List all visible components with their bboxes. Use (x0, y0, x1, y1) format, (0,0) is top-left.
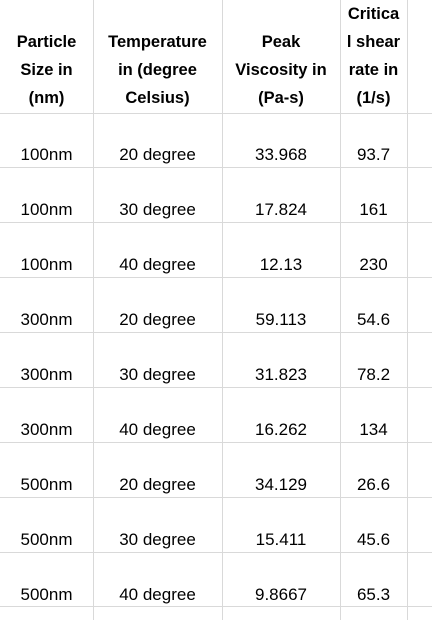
cell-temperature[interactable]: 30 degree (119, 530, 196, 549)
row-divider (0, 113, 432, 114)
row-divider (0, 497, 432, 498)
cell-temperature[interactable]: 30 degree (119, 365, 196, 384)
cell-temperature[interactable]: 20 degree (119, 475, 196, 494)
cell-critical-shear-rate[interactable]: 65.3 (356, 585, 391, 604)
cell-peak-viscosity[interactable]: 9.8667 (255, 585, 307, 604)
cell-peak-viscosity[interactable]: 34.129 (255, 475, 307, 494)
row-divider (0, 552, 432, 553)
column-divider (340, 0, 341, 620)
cell-particle-size[interactable]: 300nm (20, 310, 73, 329)
column-divider (93, 0, 94, 620)
header-temperature[interactable]: Temperature in (degree Celsius) (108, 33, 207, 107)
header-particle-size[interactable]: Particle Size in (nm) (16, 33, 77, 107)
cell-peak-viscosity[interactable]: 31.823 (255, 365, 307, 384)
cell-peak-viscosity[interactable]: 12.13 (259, 255, 303, 274)
row-divider (0, 167, 432, 168)
row-divider (0, 442, 432, 443)
cell-critical-shear-rate[interactable]: 161 (359, 200, 388, 219)
cell-critical-shear-rate[interactable]: 26.6 (356, 475, 391, 494)
column-divider (407, 0, 408, 620)
row-divider (0, 222, 432, 223)
cell-peak-viscosity[interactable]: 17.824 (255, 200, 307, 219)
cell-peak-viscosity[interactable]: 15.411 (255, 530, 307, 549)
cell-particle-size[interactable]: 500nm (20, 530, 73, 549)
cell-particle-size[interactable]: 500nm (20, 585, 73, 604)
cell-particle-size[interactable]: 100nm (20, 145, 73, 164)
cell-critical-shear-rate[interactable]: 93.7 (356, 145, 391, 164)
cell-critical-shear-rate[interactable]: 45.6 (356, 530, 391, 549)
cell-critical-shear-rate[interactable]: 230 (359, 255, 388, 274)
cell-peak-viscosity[interactable]: 59.113 (255, 310, 307, 329)
cell-particle-size[interactable]: 300nm (20, 365, 73, 384)
header-critical-shear-rate[interactable]: Critica l shear rate in (1/s) (346, 5, 401, 107)
cell-temperature[interactable]: 30 degree (119, 200, 196, 219)
cell-temperature[interactable]: 40 degree (119, 585, 196, 604)
row-divider (0, 606, 432, 607)
cell-particle-size[interactable]: 100nm (20, 255, 73, 274)
cell-particle-size[interactable]: 500nm (20, 475, 73, 494)
row-divider (0, 277, 432, 278)
cell-peak-viscosity[interactable]: 16.262 (255, 420, 307, 439)
column-divider (222, 0, 223, 620)
cell-critical-shear-rate[interactable]: 54.6 (356, 310, 391, 329)
cell-critical-shear-rate[interactable]: 134 (359, 420, 388, 439)
cell-particle-size[interactable]: 300nm (20, 420, 73, 439)
row-divider (0, 387, 432, 388)
cell-temperature[interactable]: 40 degree (119, 420, 196, 439)
cell-temperature[interactable]: 20 degree (119, 310, 196, 329)
cell-particle-size[interactable]: 100nm (20, 200, 73, 219)
row-divider (0, 332, 432, 333)
header-peak-viscosity[interactable]: Peak Viscosity in (Pa-s) (235, 33, 327, 107)
cell-critical-shear-rate[interactable]: 78.2 (356, 365, 391, 384)
cell-temperature[interactable]: 20 degree (119, 145, 196, 164)
cell-peak-viscosity[interactable]: 33.968 (255, 145, 307, 164)
cell-temperature[interactable]: 40 degree (119, 255, 196, 274)
